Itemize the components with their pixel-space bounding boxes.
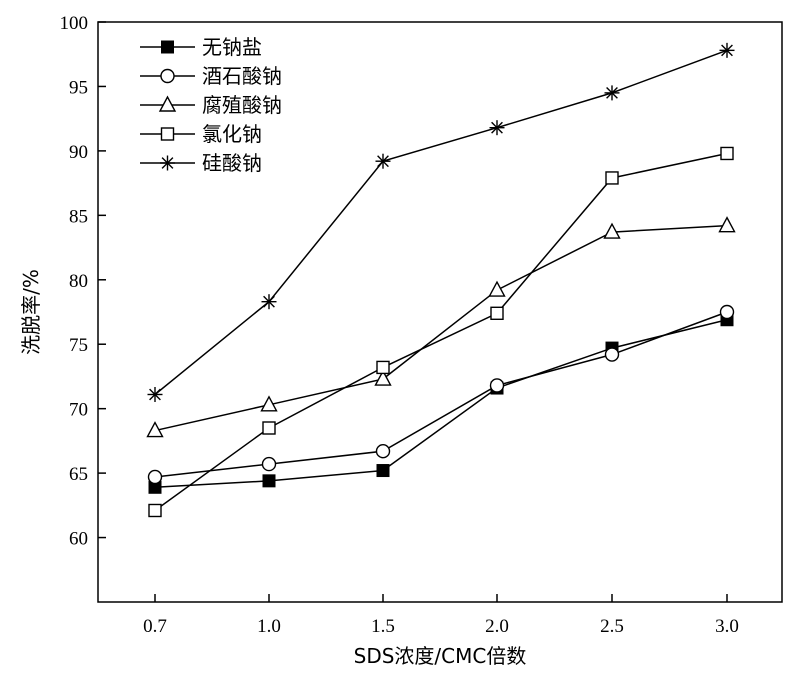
legend-label: 氯化钠 bbox=[202, 122, 262, 146]
series-group bbox=[146, 42, 736, 518]
legend-item: 无钠盐 bbox=[140, 35, 262, 59]
legend-item: 腐殖酸钠 bbox=[140, 93, 282, 117]
data-point bbox=[261, 294, 277, 310]
legend-label: 无钠盐 bbox=[202, 35, 262, 59]
legend-label: 酒石酸钠 bbox=[202, 64, 282, 88]
legend-marker bbox=[160, 127, 175, 141]
data-point bbox=[489, 378, 505, 393]
data-point bbox=[261, 456, 277, 472]
data-point bbox=[604, 85, 620, 101]
legend-item: 硅酸钠 bbox=[140, 151, 262, 175]
y-tick-label: 95 bbox=[69, 77, 88, 98]
data-point bbox=[488, 280, 506, 297]
data-point bbox=[375, 444, 391, 459]
data-point bbox=[147, 386, 163, 402]
data-point bbox=[146, 421, 164, 438]
legend-item: 氯化钠 bbox=[140, 122, 262, 146]
series-asterisk bbox=[147, 42, 735, 402]
legend-marker bbox=[161, 40, 174, 54]
legend-marker bbox=[160, 68, 175, 84]
y-tick-label: 65 bbox=[69, 464, 88, 485]
axis-ticks: 60 65 70 75 80 85 90 95 100 0.7 1.0 1.5 2.0 2.5 3.0 bbox=[60, 13, 739, 637]
series-line bbox=[154, 319, 728, 489]
data-point bbox=[603, 222, 621, 239]
series-line bbox=[154, 311, 728, 478]
series-line bbox=[154, 152, 728, 512]
data-point bbox=[262, 421, 276, 435]
y-tick-label: 100 bbox=[60, 13, 89, 34]
data-point bbox=[720, 146, 734, 161]
y-tick-label: 75 bbox=[69, 335, 88, 356]
legend-label: 腐殖酸钠 bbox=[202, 93, 282, 117]
y-tick-label: 85 bbox=[69, 206, 88, 227]
data-point bbox=[147, 469, 163, 485]
data-point bbox=[605, 171, 619, 185]
data-point bbox=[376, 360, 390, 375]
legend-marker bbox=[160, 155, 175, 171]
data-point bbox=[376, 464, 390, 478]
data-point bbox=[490, 306, 504, 320]
data-point bbox=[375, 153, 391, 169]
data-point bbox=[719, 42, 735, 58]
y-tick-label: 70 bbox=[69, 400, 88, 421]
data-point bbox=[718, 216, 736, 233]
series-line bbox=[154, 224, 728, 432]
data-point bbox=[260, 395, 278, 412]
data-point bbox=[719, 304, 735, 320]
y-axis-title: 洗脱率/% bbox=[19, 269, 43, 355]
series-open-circle bbox=[147, 304, 735, 485]
legend-item: 酒石酸钠 bbox=[140, 64, 282, 88]
y-tick-label: 60 bbox=[69, 529, 88, 550]
data-point bbox=[148, 503, 162, 518]
y-tick-label: 90 bbox=[69, 142, 88, 163]
x-tick-label: 2.0 bbox=[485, 616, 509, 637]
legend-label: 硅酸钠 bbox=[202, 151, 262, 175]
series-open-square bbox=[148, 146, 734, 518]
y-tick-label: 80 bbox=[69, 271, 88, 292]
x-tick-label: 2.5 bbox=[600, 616, 624, 637]
x-axis-title: SDS浓度/CMC倍数 bbox=[354, 644, 527, 668]
x-tick-label: 3.0 bbox=[715, 616, 739, 637]
data-point bbox=[604, 347, 620, 362]
series-open-triangle bbox=[146, 216, 736, 438]
x-tick-label: 1.5 bbox=[371, 616, 395, 637]
data-point bbox=[374, 369, 392, 386]
x-tick-label: 1.0 bbox=[257, 616, 281, 637]
x-tick-label: 0.7 bbox=[143, 616, 167, 637]
series-line bbox=[154, 49, 728, 396]
data-point bbox=[262, 474, 276, 488]
plot-frame bbox=[97, 21, 783, 603]
legend-marker bbox=[158, 95, 177, 112]
data-point bbox=[489, 120, 505, 136]
